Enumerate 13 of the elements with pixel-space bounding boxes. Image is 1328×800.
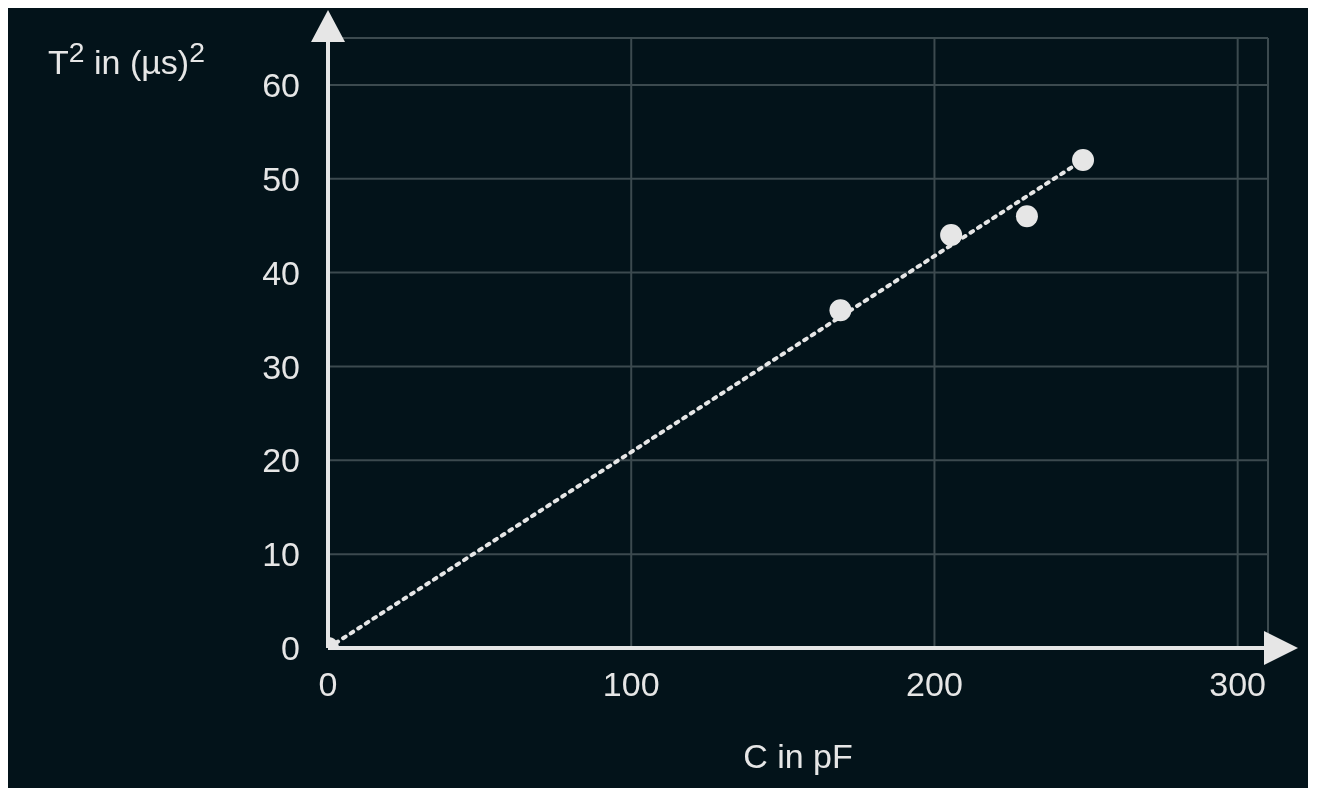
y-axis-title: T$^{2}$ in (µs)$^{2}$ <box>48 36 205 83</box>
x-tick-label: 200 <box>906 665 963 704</box>
y-tick-label: 0 <box>281 629 300 668</box>
y-tick-label: 10 <box>262 535 300 574</box>
x-tick-label: 300 <box>1209 665 1267 704</box>
y-tick-label: 20 <box>262 441 300 480</box>
x-tick-label: 100 <box>602 665 660 704</box>
x-axis-title: C in pF <box>743 737 853 775</box>
y-tick-label: 30 <box>262 347 300 386</box>
y-tick-label: 40 <box>262 253 300 292</box>
x-tick-label: 0 <box>318 665 338 704</box>
y-tick-label: 60 <box>262 65 300 104</box>
y-tick-label: 50 <box>262 159 300 198</box>
